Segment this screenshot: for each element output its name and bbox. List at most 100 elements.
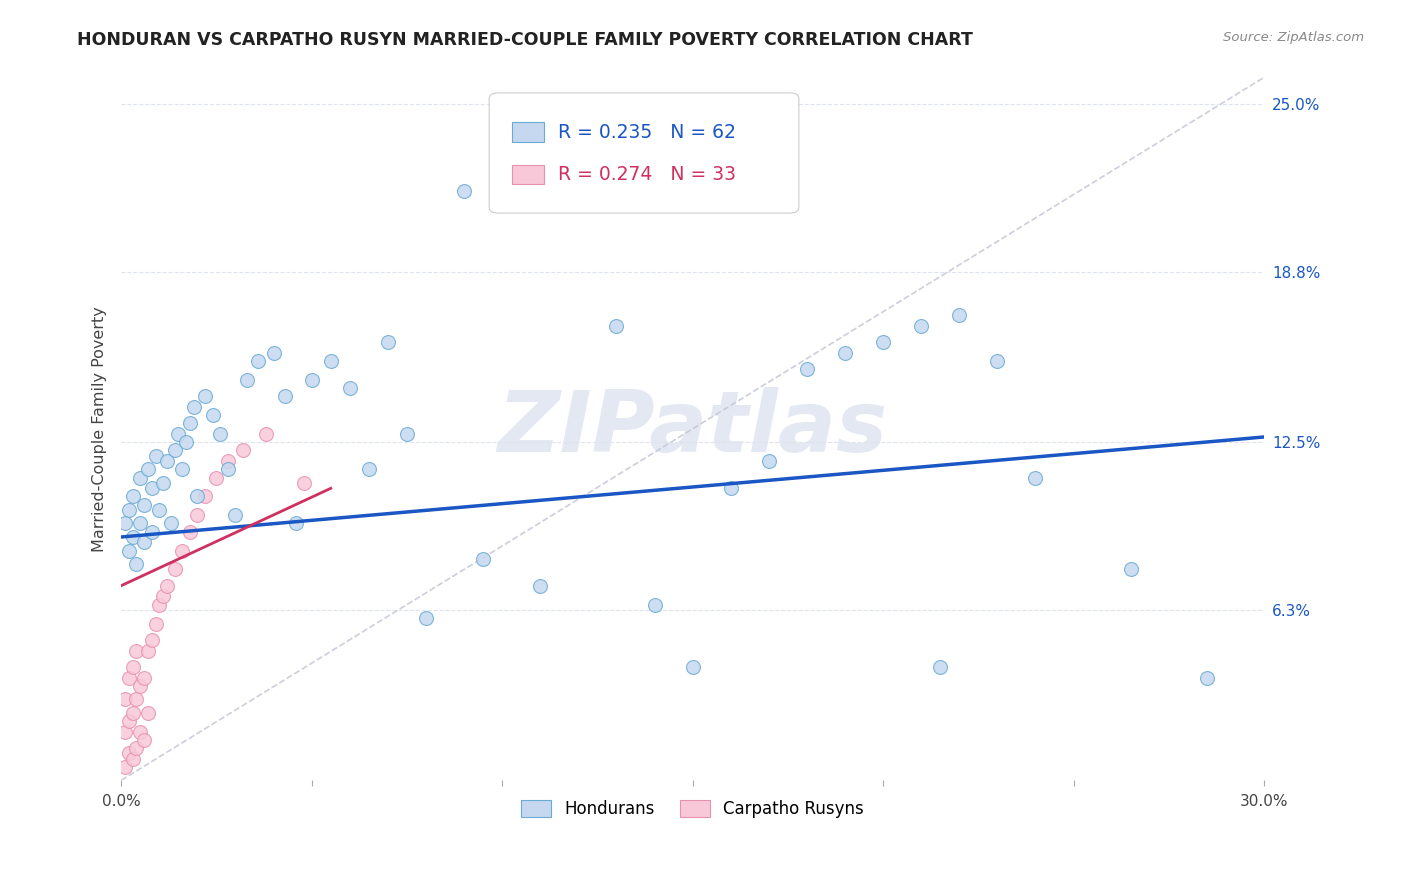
Text: HONDURAN VS CARPATHO RUSYN MARRIED-COUPLE FAMILY POVERTY CORRELATION CHART: HONDURAN VS CARPATHO RUSYN MARRIED-COUPL… (77, 31, 973, 49)
Point (274, 389, 297, 403)
Point (148, 503, 170, 517)
Point (148, 598, 170, 612)
Point (796, 362, 818, 376)
Point (129, 470, 152, 484)
Point (682, 659, 704, 673)
Point (121, 659, 143, 673)
Point (129, 679, 152, 693)
Point (174, 435, 197, 450)
Point (529, 579, 551, 593)
Point (217, 462, 239, 476)
Point (834, 346, 856, 360)
Point (986, 354, 1008, 368)
Text: ZIPatlas: ZIPatlas (498, 387, 887, 470)
Legend: Hondurans, Carpatho Rusyns: Hondurans, Carpatho Rusyns (515, 793, 870, 825)
Point (232, 443, 254, 458)
Point (209, 427, 232, 442)
Point (395, 427, 418, 442)
Point (132, 671, 155, 685)
Point (141, 481, 163, 495)
Point (132, 498, 155, 512)
Point (152, 475, 174, 490)
Point (114, 724, 136, 739)
Point (141, 632, 163, 647)
Point (121, 530, 143, 544)
Point (292, 475, 315, 490)
Point (758, 454, 780, 468)
Point (491, 184, 513, 198)
Point (194, 389, 217, 403)
Point (285, 516, 308, 531)
Bar (512, 122, 544, 142)
Point (136, 643, 159, 657)
Point (186, 508, 208, 523)
Point (121, 490, 143, 504)
Point (159, 516, 181, 531)
Point (125, 557, 148, 571)
Point (156, 454, 179, 468)
Point (217, 454, 239, 468)
Point (118, 503, 141, 517)
Point (141, 524, 163, 539)
Point (720, 481, 742, 495)
Point (179, 417, 201, 431)
Point (872, 335, 894, 350)
Point (929, 659, 952, 673)
Point (132, 535, 155, 549)
Point (319, 354, 342, 368)
FancyBboxPatch shape (489, 93, 799, 213)
Point (163, 443, 186, 458)
Point (205, 470, 228, 484)
Point (453, 184, 475, 198)
Point (377, 335, 399, 350)
Point (472, 551, 495, 566)
Point (247, 354, 270, 368)
Point (136, 462, 159, 476)
Point (114, 760, 136, 774)
Point (129, 724, 152, 739)
Point (114, 692, 136, 706)
Point (1024, 470, 1046, 484)
Point (118, 543, 141, 558)
Point (132, 732, 155, 747)
Point (201, 409, 224, 423)
Point (125, 740, 148, 755)
Point (152, 590, 174, 604)
Point (167, 427, 190, 442)
Point (567, 165, 589, 179)
Point (339, 381, 361, 395)
Point (172, 462, 194, 476)
Point (163, 562, 186, 576)
Text: R = 0.235   N = 62: R = 0.235 N = 62 (558, 123, 735, 142)
Point (179, 524, 201, 539)
Point (644, 598, 666, 612)
Point (183, 401, 205, 415)
Point (1119, 562, 1142, 576)
Point (172, 543, 194, 558)
Point (910, 319, 932, 334)
Point (136, 706, 159, 720)
Point (263, 346, 285, 360)
Point (145, 449, 167, 463)
Point (186, 490, 208, 504)
Point (194, 490, 217, 504)
Point (948, 309, 970, 323)
Point (121, 752, 143, 766)
Point (125, 643, 148, 657)
Point (415, 611, 437, 625)
Point (118, 714, 141, 728)
Point (121, 706, 143, 720)
Text: R = 0.274   N = 33: R = 0.274 N = 33 (558, 165, 735, 184)
Point (145, 616, 167, 631)
Point (1195, 671, 1218, 685)
Point (236, 373, 259, 387)
Point (301, 373, 323, 387)
Point (129, 516, 152, 531)
Point (254, 427, 277, 442)
Y-axis label: Married-Couple Family Poverty: Married-Couple Family Poverty (93, 306, 107, 552)
Point (156, 579, 179, 593)
Point (118, 746, 141, 760)
Point (605, 319, 627, 334)
Point (118, 671, 141, 685)
Point (114, 516, 136, 531)
